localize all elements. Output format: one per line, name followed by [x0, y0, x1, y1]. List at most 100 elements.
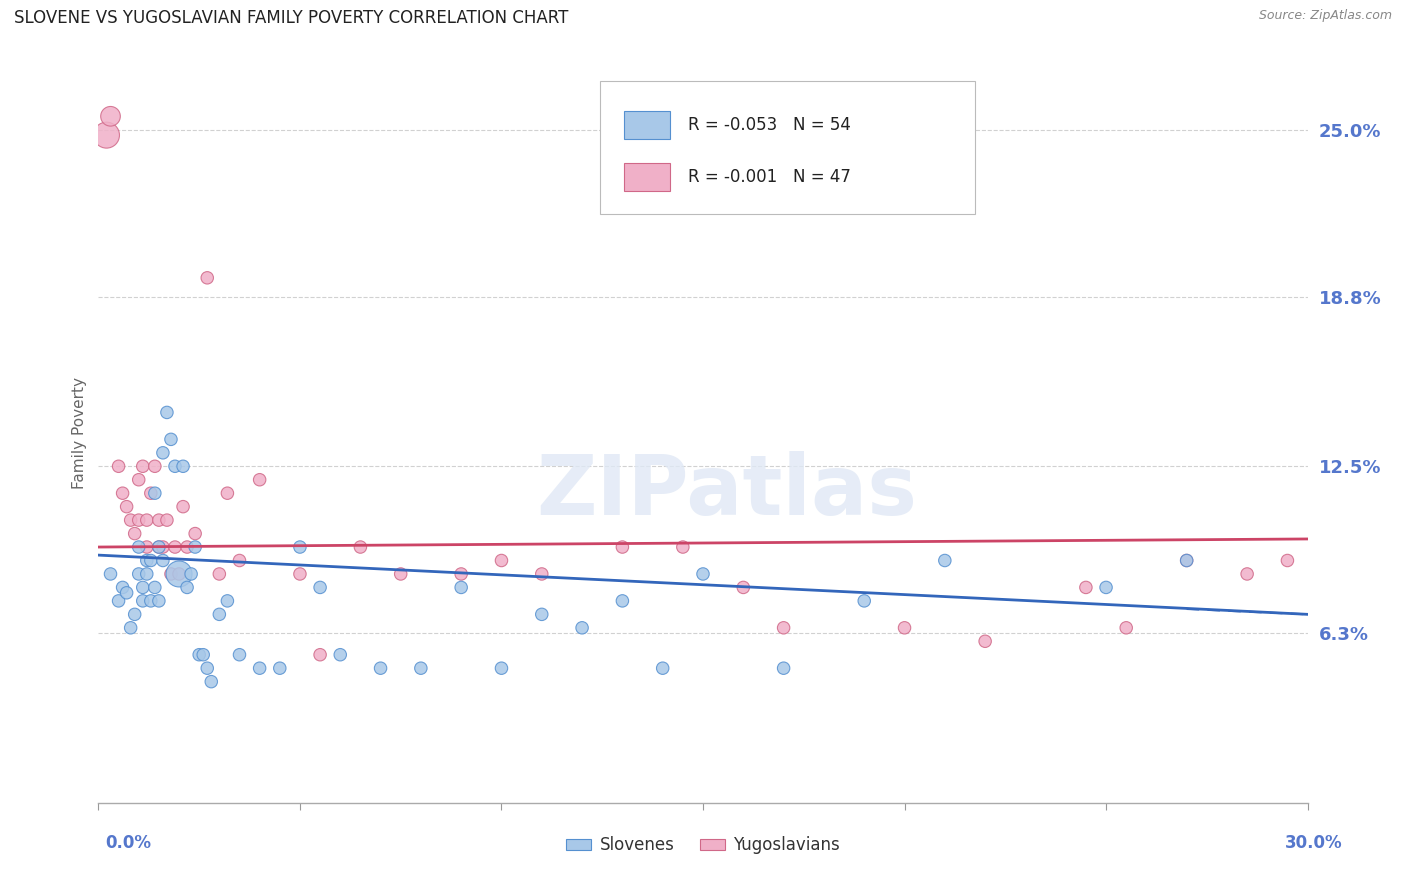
Point: [176, 581, 198, 595]
FancyBboxPatch shape: [624, 163, 671, 191]
Point: [571, 621, 593, 635]
Point: [163, 459, 186, 474]
Point: [195, 661, 218, 675]
Point: [156, 513, 179, 527]
Point: [128, 540, 150, 554]
Point: [1277, 553, 1299, 567]
Point: [152, 553, 174, 567]
Point: [612, 594, 634, 608]
Legend: Slovenes, Yugoslavians: Slovenes, Yugoslavians: [560, 830, 846, 861]
Point: [1095, 581, 1118, 595]
Point: [733, 581, 755, 595]
Point: [148, 513, 170, 527]
Point: [228, 553, 250, 567]
Text: R = -0.053   N = 54: R = -0.053 N = 54: [689, 116, 852, 135]
Y-axis label: Family Poverty: Family Poverty: [72, 376, 87, 489]
Text: Source: ZipAtlas.com: Source: ZipAtlas.com: [1258, 9, 1392, 22]
Point: [100, 109, 122, 123]
Text: 30.0%: 30.0%: [1285, 834, 1343, 852]
Point: [349, 540, 371, 554]
Text: SLOVENE VS YUGOSLAVIAN FAMILY POVERTY CORRELATION CHART: SLOVENE VS YUGOSLAVIAN FAMILY POVERTY CO…: [14, 9, 568, 27]
Point: [772, 621, 794, 635]
Point: [143, 459, 166, 474]
Point: [152, 446, 174, 460]
Point: [124, 607, 146, 622]
Point: [152, 540, 174, 554]
Point: [176, 540, 198, 554]
Point: [148, 540, 170, 554]
Point: [139, 553, 162, 567]
Point: [974, 634, 997, 648]
Point: [167, 566, 190, 581]
Point: [184, 540, 207, 554]
Point: [934, 553, 956, 567]
Point: [107, 459, 129, 474]
FancyBboxPatch shape: [624, 112, 671, 139]
Point: [288, 566, 311, 581]
Point: [208, 607, 231, 622]
Point: [409, 661, 432, 675]
Point: [530, 566, 553, 581]
Point: [195, 270, 218, 285]
Text: R = -0.001   N = 47: R = -0.001 N = 47: [689, 169, 852, 186]
Point: [120, 621, 142, 635]
Point: [143, 486, 166, 500]
Point: [491, 661, 513, 675]
Point: [135, 553, 157, 567]
Point: [172, 459, 194, 474]
Point: [188, 648, 211, 662]
Point: [249, 661, 271, 675]
Point: [1074, 581, 1097, 595]
Point: [160, 433, 183, 447]
Point: [107, 594, 129, 608]
Point: [1236, 566, 1258, 581]
Point: [184, 526, 207, 541]
Point: [200, 674, 222, 689]
Point: [180, 566, 202, 581]
Point: [692, 566, 714, 581]
Point: [370, 661, 392, 675]
Point: [288, 540, 311, 554]
Point: [160, 566, 183, 581]
Point: [156, 405, 179, 419]
Point: [853, 594, 876, 608]
Point: [309, 648, 332, 662]
Point: [1175, 553, 1198, 567]
Point: [530, 607, 553, 622]
Point: [128, 473, 150, 487]
Point: [389, 566, 412, 581]
Point: [651, 661, 673, 675]
Point: [217, 486, 239, 500]
Point: [450, 581, 472, 595]
Point: [491, 553, 513, 567]
Point: [217, 594, 239, 608]
Point: [120, 513, 142, 527]
Text: 0.0%: 0.0%: [105, 834, 152, 852]
Point: [132, 459, 155, 474]
Point: [96, 128, 118, 142]
Point: [208, 566, 231, 581]
Point: [167, 566, 190, 581]
Point: [893, 621, 915, 635]
Point: [128, 566, 150, 581]
Point: [100, 566, 122, 581]
Point: [172, 500, 194, 514]
Point: [115, 500, 138, 514]
Point: [124, 526, 146, 541]
Point: [132, 581, 155, 595]
Point: [450, 566, 472, 581]
Point: [139, 594, 162, 608]
Point: [1115, 621, 1137, 635]
Point: [132, 594, 155, 608]
Point: [135, 540, 157, 554]
Point: [148, 594, 170, 608]
Point: [115, 586, 138, 600]
Point: [309, 581, 332, 595]
Point: [135, 566, 157, 581]
Point: [772, 661, 794, 675]
Point: [228, 648, 250, 662]
Point: [135, 513, 157, 527]
Text: ZIPatlas: ZIPatlas: [537, 451, 918, 533]
Point: [612, 540, 634, 554]
Point: [163, 540, 186, 554]
